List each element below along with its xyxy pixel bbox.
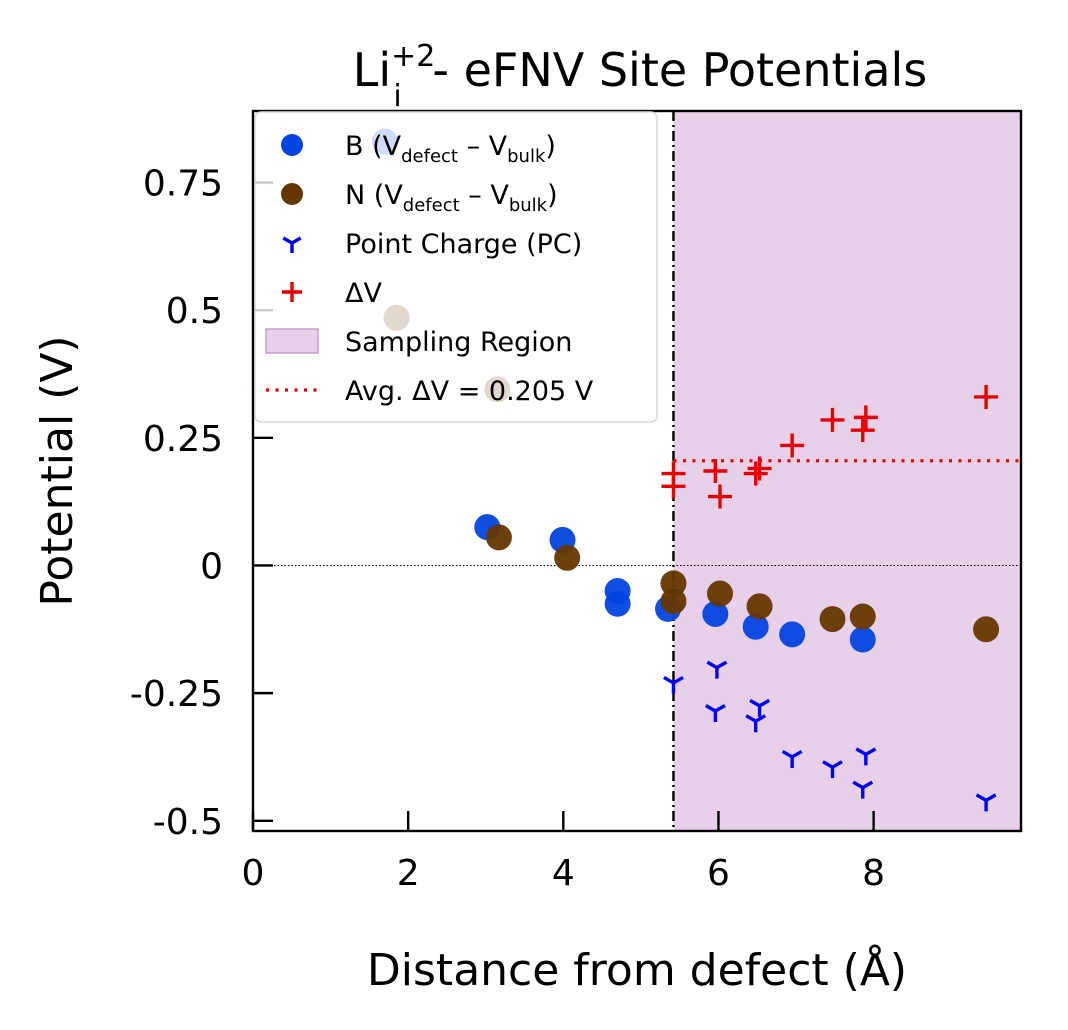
y-axis-label: Potential (V)	[32, 335, 83, 606]
point-charge-marker	[781, 749, 803, 768]
point-charge-marker	[852, 780, 874, 799]
n-site-point	[660, 588, 687, 615]
n-site-point	[660, 570, 687, 597]
y-tick-label: 0.25	[143, 419, 223, 460]
n-site-point	[746, 593, 773, 620]
legend-label: Point Charge (PC)	[345, 229, 582, 260]
delta-v-marker	[974, 384, 999, 409]
legend-label: ΔV	[345, 278, 382, 309]
x-tick-label: 2	[397, 853, 420, 894]
chart-title: Li+2 i - eFNV Site Potentials	[353, 39, 928, 114]
n-site-point	[554, 544, 581, 571]
x-tick-label: 6	[707, 853, 730, 894]
legend-item: B (Vdefect – Vbulk)	[281, 131, 556, 167]
x-tick-label: 4	[552, 853, 575, 894]
title-subscript: i	[393, 79, 401, 114]
delta-v-marker	[780, 433, 805, 458]
legend-label: Avg. ΔV = 0.205 V	[345, 376, 594, 407]
legend-marker	[282, 282, 302, 302]
n-site-point	[973, 616, 1000, 643]
legend-item: Avg. ΔV = 0.205 V	[266, 376, 594, 407]
point-charge-marker	[975, 793, 997, 812]
title-rest: - eFNV Site Potentials	[418, 43, 928, 97]
delta-v-marker	[708, 484, 733, 509]
delta-v-marker	[661, 461, 686, 486]
point-charge-marker	[663, 675, 684, 694]
point-charge-marker	[745, 714, 767, 733]
x-axis-label: Distance from defect (Å)	[367, 943, 907, 996]
title-main: Li	[353, 43, 391, 97]
b-site-point	[779, 621, 806, 648]
x-tick-label: 8	[862, 853, 885, 894]
n-site-point	[849, 603, 876, 630]
b-site-point	[742, 613, 769, 640]
plot-frame	[251, 109, 1023, 833]
b-site-point	[604, 590, 631, 617]
y-tick-label: -0.5	[153, 802, 223, 843]
legend: B (Vdefect – Vbulk) N (Vdefect – Vbulk) Po…	[254, 111, 658, 423]
point-charge-marker	[822, 760, 843, 779]
y-axis-ticks: -0.5 -0.25 0 0.25 0.5 0.75	[130, 163, 273, 843]
legend-label: Sampling Region	[345, 327, 572, 358]
point-charge-marker	[855, 747, 877, 766]
delta-v-marker	[747, 456, 772, 481]
x-axis-ticks: 0 2 4 6 8	[242, 811, 885, 894]
y-tick-label: 0.75	[143, 163, 223, 204]
y-tick-label: -0.25	[130, 674, 223, 715]
b-site-point	[702, 600, 729, 627]
point-charge-marker	[749, 698, 770, 717]
b-site-point	[849, 626, 876, 653]
delta-v-marker	[703, 459, 728, 483]
y-tick-label: 0.5	[166, 291, 223, 332]
n-site-point	[707, 580, 734, 607]
legend-marker	[282, 236, 302, 253]
legend-marker	[281, 183, 303, 205]
legend-label: N (Vdefect – Vbulk)	[345, 180, 558, 216]
delta-v-marker	[853, 405, 878, 430]
delta-v-marker	[743, 461, 768, 486]
legend-marker	[281, 134, 303, 156]
point-charge-marker	[704, 704, 726, 722]
delta-v-marker	[820, 407, 845, 432]
legend-item: Sampling Region	[265, 327, 572, 358]
x-tick-label: 0	[242, 853, 265, 894]
title-superscript: +2	[391, 39, 435, 74]
legend-item: N (Vdefect – Vbulk)	[281, 180, 558, 216]
legend-label: B (Vdefect – Vbulk)	[345, 131, 556, 167]
sampling-region	[673, 111, 1021, 831]
y-tick-label: 0	[200, 546, 223, 587]
legend-item: ΔV	[282, 278, 382, 309]
delta-v-marker	[850, 418, 875, 443]
legend-marker	[265, 328, 319, 354]
legend-item: Point Charge (PC)	[282, 229, 582, 260]
legend-box	[254, 111, 658, 423]
point-charge-marker	[706, 660, 728, 679]
n-site-point	[819, 606, 846, 633]
n-site-point	[485, 524, 512, 551]
